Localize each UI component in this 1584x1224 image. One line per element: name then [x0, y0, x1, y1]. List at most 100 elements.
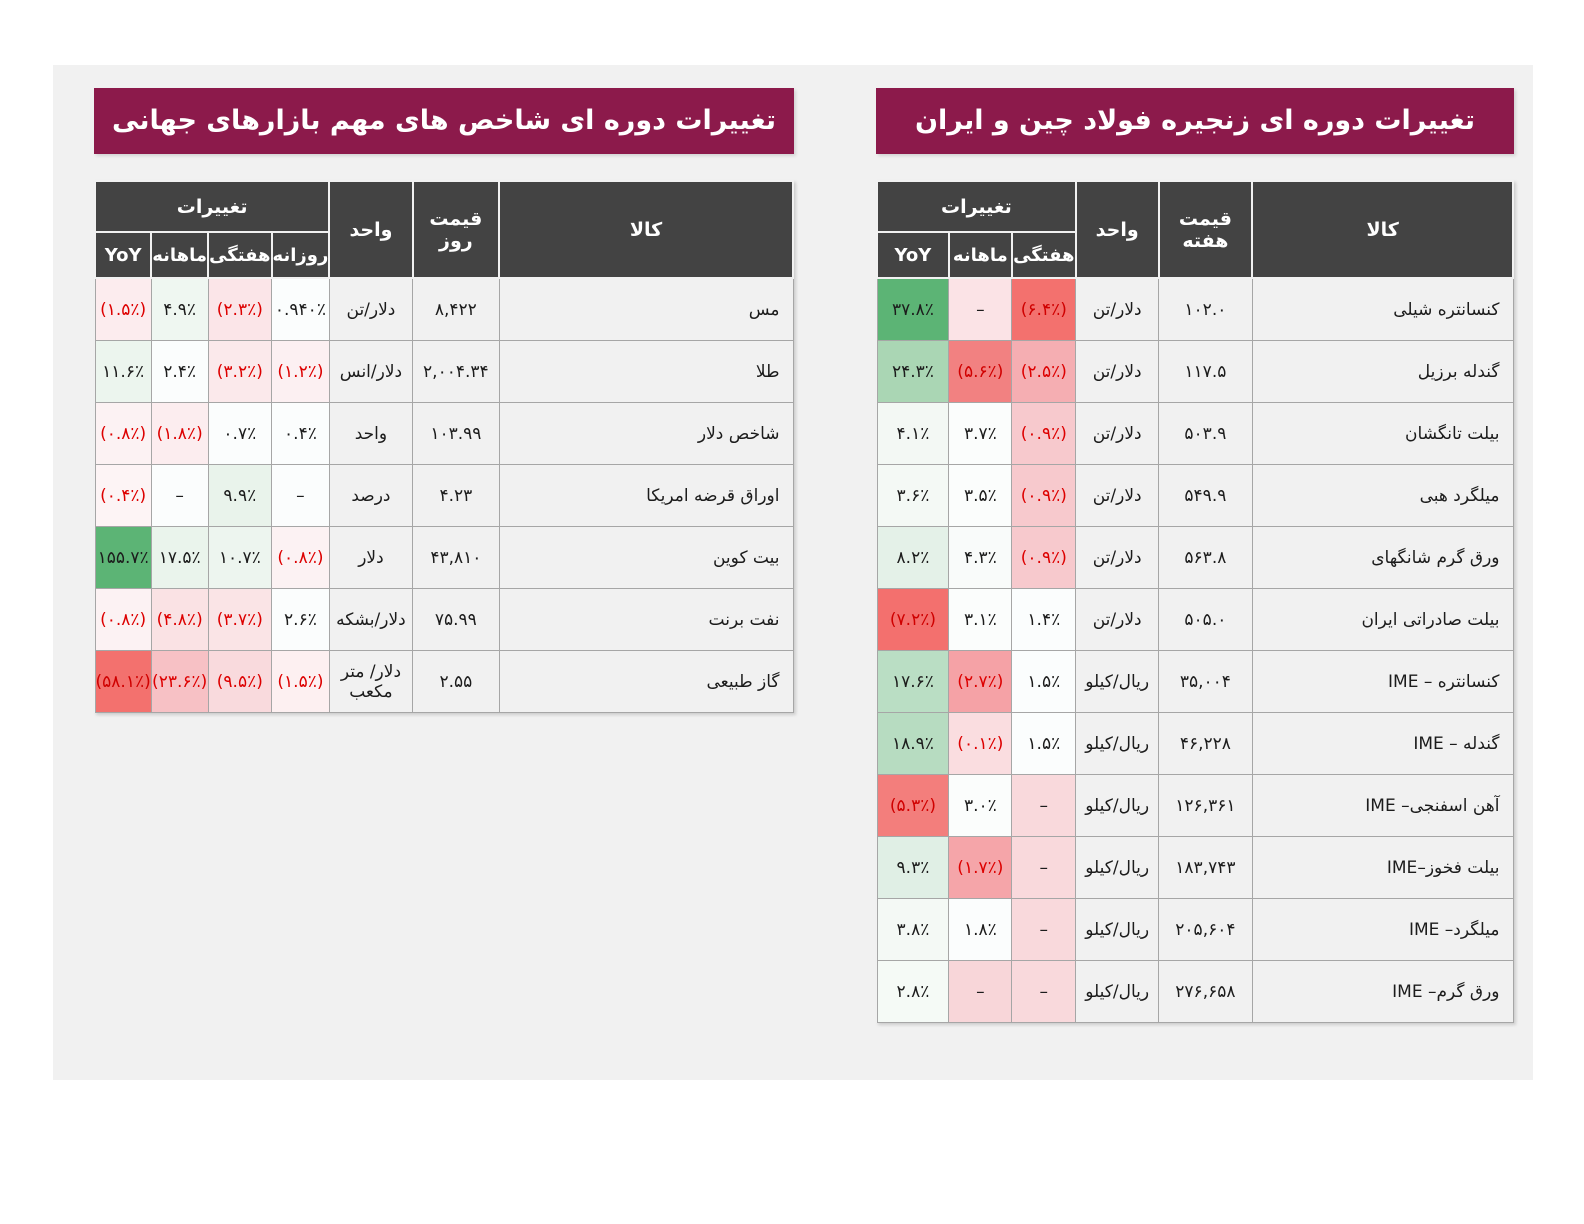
unit-cell: دلار/تن	[1075, 526, 1160, 589]
table-row: گندله برزیل ۱۱۷.۵ دلار/تن (۲.۵٪) (۵.۶٪) …	[876, 340, 1514, 403]
unit-cell: ریال/کیلو	[1075, 960, 1160, 1023]
table-row: گندله – IME ۴۶,۲۲۸ ریال/کیلو ۱.۵٪ (۰.۱٪)…	[876, 712, 1514, 775]
weekly-change-cell: (۶.۴٪)	[1011, 277, 1077, 341]
steel-chain-title: تغییرات دوره ای زنجیره فولاد چین و ایران	[876, 88, 1514, 154]
weekly-change-cell: (۰.۹٪)	[1011, 464, 1077, 527]
monthly-change-cell: (۲۳.۶٪)	[150, 650, 209, 713]
commodity-cell: میلگرد هبی	[1251, 464, 1514, 527]
header-subrow: روزانه هفتگی ماهانه YoY	[93, 231, 793, 279]
monthly-change-cell: ۳.۷٪	[948, 402, 1013, 465]
yoy-change-cell: (۵.۳٪)	[876, 774, 950, 837]
yoy-change-cell: ۳.۸٪	[876, 898, 950, 961]
commodity-cell: گندله برزیل	[1251, 340, 1514, 403]
commodity-cell: نفت برنت	[498, 588, 794, 651]
yoy-change-cell: ۳.۶٪	[876, 464, 950, 527]
commodity-cell: آهن اسفنجی– IME	[1251, 774, 1514, 837]
price-cell: ۴.۲۳	[412, 464, 500, 527]
yoy-change-cell: ۲.۸٪	[876, 960, 950, 1023]
steel-chain-table: کالا قیمت هفته واحد تغییرات هفتگی ماهانه…	[876, 180, 1514, 1023]
yoy-change-cell: ۱۵۵.۷٪	[94, 526, 152, 589]
global-markets-title: تغییرات دوره ای شاخص های مهم بازارهای جه…	[94, 88, 794, 154]
weekly-change-cell: ۰.۷٪	[207, 402, 273, 465]
monthly-change-cell: ۴.۹٪	[150, 277, 209, 341]
commodity-cell: بیلت صادراتی ایران	[1251, 588, 1514, 651]
monthly-change-cell: (۱.۸٪)	[150, 402, 209, 465]
table-row: شاخص دلار ۱۰۳.۹۹ واحد ۰.۴٪ ۰.۷٪ (۱.۸٪) (…	[94, 402, 794, 465]
daily-change-cell: (۱.۲٪)	[271, 340, 330, 403]
commodity-cell: کنسانتره شیلی	[1251, 277, 1514, 341]
commodity-cell: شاخص دلار	[498, 402, 794, 465]
weekly-change-cell: (۲.۵٪)	[1011, 340, 1077, 403]
price-cell: ۱۰۳.۹۹	[412, 402, 500, 465]
table-row: نفت برنت ۷۵.۹۹ دلار/بشکه ۲.۶٪ (۳.۷٪) (۴.…	[94, 588, 794, 651]
commodity-cell: ورق گرم شانگهای	[1251, 526, 1514, 589]
steel-chain-section: تغییرات دوره ای زنجیره فولاد چین و ایران…	[876, 88, 1514, 1023]
monthly-change-cell: ۱۷.۵٪	[150, 526, 209, 589]
weekly-change-cell: (۹.۵٪)	[207, 650, 273, 713]
price-cell: ۲۰۵,۶۰۴	[1158, 898, 1253, 961]
price-cell: ۸,۴۲۲	[412, 277, 500, 341]
monthly-change-cell: ۳.۰٪	[948, 774, 1013, 837]
price-cell: ۲,۰۰۴.۳۴	[412, 340, 500, 403]
monthly-change-cell: (۵.۶٪)	[948, 340, 1013, 403]
monthly-change-cell: ۲.۴٪	[150, 340, 209, 403]
table-row: گاز طبیعی ۲.۵۵ دلار/ متر مکعب (۱.۵٪) (۹.…	[94, 650, 794, 713]
weekly-change-cell: ۱.۵٪	[1011, 650, 1077, 713]
table-row: بیلت تانگشان ۵۰۳.۹ دلار/تن (۰.۹٪) ۳.۷٪ ۴…	[876, 402, 1514, 465]
weekly-change-cell: –	[1011, 898, 1077, 961]
weekly-change-cell: –	[1011, 774, 1077, 837]
col-header-weekly: هفتگی	[1010, 231, 1077, 279]
table-row: کنسانتره – IME ۳۵,۰۰۴ ریال/کیلو ۱.۵٪ (۲.…	[876, 650, 1514, 713]
yoy-change-cell: (۰.۸٪)	[94, 588, 152, 651]
price-cell: ۵۴۹.۹	[1158, 464, 1253, 527]
table-row: ورق گرم شانگهای ۵۶۳.۸ دلار/تن (۰.۹٪) ۴.۳…	[876, 526, 1514, 589]
commodity-cell: بیلت فخوز–IME	[1251, 836, 1514, 899]
col-header-day-price: قیمت روز	[411, 180, 501, 279]
col-header-weekly: هفتگی	[207, 231, 273, 279]
yoy-change-cell: ۴.۱٪	[876, 402, 950, 465]
unit-cell: ریال/کیلو	[1075, 650, 1160, 713]
table-row: ورق گرم– IME ۲۷۶,۶۵۸ ریال/کیلو – – ۲.۸٪	[876, 960, 1514, 1023]
unit-cell: ریال/کیلو	[1075, 712, 1160, 775]
monthly-change-cell: (۴.۸٪)	[150, 588, 209, 651]
header-row: کالا قیمت روز واحد تغییرات	[93, 180, 794, 279]
table-row: اوراق قرضه امریکا ۴.۲۳ درصد – ۹.۹٪ – (۰.…	[94, 464, 794, 527]
table-row: میلگرد– IME ۲۰۵,۶۰۴ ریال/کیلو – ۱.۸٪ ۳.۸…	[876, 898, 1514, 961]
weekly-change-cell: (۰.۹٪)	[1011, 402, 1077, 465]
col-header-week-price: قیمت هفته	[1157, 180, 1254, 279]
yoy-change-cell: ۸.۲٪	[876, 526, 950, 589]
commodity-cell: بیلت تانگشان	[1251, 402, 1514, 465]
yoy-change-cell: (۰.۴٪)	[94, 464, 152, 527]
monthly-change-cell: (۱.۷٪)	[948, 836, 1013, 899]
table-row: میلگرد هبی ۵۴۹.۹ دلار/تن (۰.۹٪) ۳.۵٪ ۳.۶…	[876, 464, 1514, 527]
weekly-change-cell: (۳.۷٪)	[207, 588, 273, 651]
table-row: مس ۸,۴۲۲ دلار/تن ۰.۹۴۰٪ (۲.۳٪) ۴.۹٪ (۱.۵…	[94, 277, 794, 341]
table-row: طلا ۲,۰۰۴.۳۴ دلار/انس (۱.۲٪) (۳.۲٪) ۲.۴٪…	[94, 340, 794, 403]
price-cell: ۵۰۳.۹	[1158, 402, 1253, 465]
col-header-unit: واحد	[1074, 180, 1160, 279]
col-header-commodity: کالا	[1251, 180, 1514, 279]
unit-cell: دلار/انس	[328, 340, 414, 403]
monthly-change-cell: –	[150, 464, 209, 527]
weekly-change-cell: –	[1011, 836, 1077, 899]
daily-change-cell: (۰.۸٪)	[271, 526, 330, 589]
monthly-change-cell: –	[948, 277, 1013, 341]
weekly-change-cell: (۰.۹٪)	[1011, 526, 1077, 589]
price-cell: ۲.۵۵	[412, 650, 500, 713]
monthly-change-cell: ۱.۸٪	[948, 898, 1013, 961]
header-row: کالا قیمت هفته واحد تغییرات	[876, 180, 1514, 279]
unit-cell: دلار/تن	[1075, 340, 1160, 403]
table-row: بیلت فخوز–IME ۱۸۳,۷۴۳ ریال/کیلو – (۱.۷٪)…	[876, 836, 1514, 899]
commodity-cell: گاز طبیعی	[498, 650, 794, 713]
unit-cell: دلار/تن	[328, 277, 414, 341]
price-cell: ۱۰۲.۰	[1158, 277, 1253, 341]
daily-change-cell: ۰.۹۴۰٪	[271, 277, 330, 341]
unit-cell: دلار/تن	[1075, 588, 1160, 651]
yoy-change-cell: (۱.۵٪)	[94, 277, 152, 341]
price-cell: ۵۰۵.۰	[1158, 588, 1253, 651]
table-row: بیلت صادراتی ایران ۵۰۵.۰ دلار/تن ۱.۴٪ ۳.…	[876, 588, 1514, 651]
commodity-cell: گندله – IME	[1251, 712, 1514, 775]
yoy-change-cell: ۳۷.۸٪	[876, 277, 950, 341]
commodity-cell: ورق گرم– IME	[1251, 960, 1514, 1023]
